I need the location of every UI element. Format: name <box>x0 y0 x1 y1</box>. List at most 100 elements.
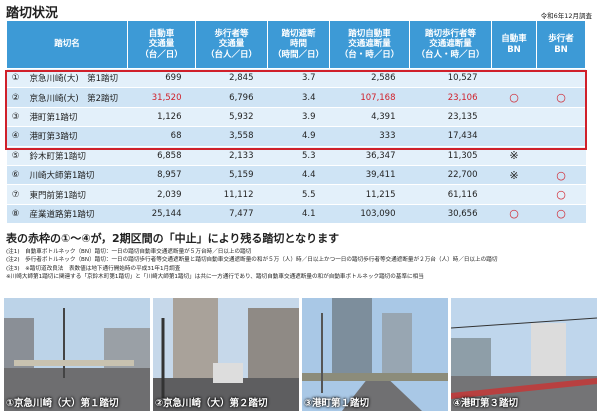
cell-value: 8,957 <box>127 165 196 186</box>
row-number: ③ <box>6 107 25 128</box>
cell-value: 7,477 <box>195 204 268 225</box>
cell-value: 68 <box>127 126 196 147</box>
photo: ④港町第３踏切 <box>451 298 597 411</box>
bn-cell: ※ <box>491 165 537 186</box>
row-number: ② <box>6 87 25 108</box>
column-header: 歩行者等 交通量 （台人／日） <box>195 20 268 69</box>
cell-value: 11,305 <box>409 146 492 166</box>
notes: (注1) 自動車ボトルネック（BN）踏切：一日の踏切自動車交通遮断量が５万台時／… <box>6 248 594 282</box>
title: 踏切状況 <box>6 6 59 21</box>
column-header: 踏切遮断 時間 （時間／日） <box>267 20 330 69</box>
row-number: ④ <box>6 126 25 147</box>
crossing-name: 港町第3踏切 <box>24 126 128 147</box>
photo-image <box>4 298 150 411</box>
cell-value: 10,527 <box>409 68 492 89</box>
cell-value: 107,168 <box>329 87 410 108</box>
cell-value: 61,116 <box>409 184 492 205</box>
cell-value: 23,106 <box>409 87 492 108</box>
survey-date: 令和6年12月調査 <box>540 12 592 20</box>
header-row: 踏切名 自動車 交通量 （台／日） 歩行者等 交通量 （台人／日） 踏切遮断 時間 （… <box>6 20 586 69</box>
crossing-name: 京急川崎(大) 第2踏切 <box>24 87 128 108</box>
photo: ①京急川崎（大）第１踏切 <box>4 298 150 411</box>
bn-cell <box>536 68 586 89</box>
cell-value: 1,126 <box>127 107 196 128</box>
bn-cell <box>491 68 537 89</box>
cell-value: 5.3 <box>267 146 330 166</box>
photo-caption: ④港町第３踏切 <box>453 398 519 409</box>
column-header: 自動車 交通量 （台／日） <box>127 20 196 69</box>
cell-value: 4.9 <box>267 126 330 147</box>
bn-cell <box>491 184 537 205</box>
heading: 表の赤枠の①～④が，2期区間の「中止」により残る踏切となります <box>6 232 340 245</box>
column-header: 踏切自動車 交通遮断量 （台・時／日） <box>329 20 410 69</box>
cell-value: 3.9 <box>267 107 330 128</box>
crossing-name: 鈴木町第1踏切 <box>24 146 128 166</box>
cell-value: 22,700 <box>409 165 492 186</box>
bn-cell <box>491 126 537 147</box>
bn-cell: ○ <box>536 165 586 186</box>
table-row: ② 京急川崎(大) 第2踏切 31,520 6,796 3.4 107,168 23,106… <box>6 87 586 108</box>
cell-value: 333 <box>329 126 410 147</box>
bn-cell: ○ <box>536 184 586 205</box>
bn-cell <box>491 107 537 128</box>
cell-value: 5.5 <box>267 184 330 205</box>
cell-value: 103,090 <box>329 204 410 225</box>
cell-value: 6,858 <box>127 146 196 166</box>
note: (注1) 自動車ボトルネック（BN）踏切：一日の踏切自動車交通遮断量が５万台時／… <box>6 249 252 255</box>
table-row: ⑥ 川崎大師第1踏切 8,957 5,159 4.4 39,411 22,700 ※ ○ <box>6 165 586 186</box>
bn-cell: ○ <box>536 87 586 108</box>
cell-value: 3.7 <box>267 68 330 89</box>
cell-value: 2,845 <box>195 68 268 89</box>
cell-value: 2,133 <box>195 146 268 166</box>
column-header: 自動車 BN <box>491 20 537 69</box>
bn-cell: ○ <box>491 204 537 225</box>
photo-image <box>153 298 299 411</box>
crossing-table: 踏切名 自動車 交通量 （台／日） 歩行者等 交通量 （台人／日） 踏切遮断 時間 （… <box>6 20 586 225</box>
red-frame <box>5 70 587 150</box>
table-row: ⑦ 東門前第1踏切 2,039 11,112 5.5 11,215 61,116 ○ <box>6 184 586 205</box>
row-number: ⑦ <box>6 184 25 205</box>
cell-value: 39,411 <box>329 165 410 186</box>
table-row: ⑧ 産業道路第1踏切 25,144 7,477 4.1 103,090 30,656 ○ ○ <box>6 204 586 225</box>
cell-value: 5,159 <box>195 165 268 186</box>
note: (注3) ※踏切道改良法 表数値は地下通行開始時の平成31年1月調査 <box>6 265 181 272</box>
cell-value: 23,135 <box>409 107 492 128</box>
row-number: ⑤ <box>6 146 25 166</box>
cell-value: 3,558 <box>195 126 268 147</box>
bn-cell <box>536 146 586 166</box>
cell-value: 30,656 <box>409 204 492 225</box>
bn-cell: ○ <box>536 204 586 225</box>
crossing-name: 京急川崎(大) 第1踏切 <box>24 68 128 89</box>
cell-value: 4.1 <box>267 204 330 225</box>
photo-caption: ②京急川崎（大）第２踏切 <box>155 398 268 409</box>
cell-value: 5,932 <box>195 107 268 128</box>
row-number: ⑥ <box>6 165 25 186</box>
cell-value: 17,434 <box>409 126 492 147</box>
cell-value: 2,039 <box>127 184 196 205</box>
bn-cell: ○ <box>491 87 537 108</box>
table-row: ④ 港町第3踏切 68 3,558 4.9 333 17,434 <box>6 126 586 147</box>
table-row: ③ 港町第1踏切 1,126 5,932 3.9 4,391 23,135 <box>6 107 586 128</box>
table-row: ⑤ 鈴木町第1踏切 6,858 2,133 5.3 36,347 11,305 ※ <box>6 146 586 166</box>
row-number: ① <box>6 68 25 89</box>
bn-cell <box>536 107 586 128</box>
cell-value: 25,144 <box>127 204 196 225</box>
bn-cell: ※ <box>491 146 537 166</box>
cell-value: 2,586 <box>329 68 410 89</box>
cell-value: 4.4 <box>267 165 330 186</box>
crossing-name: 川崎大師第1踏切 <box>24 165 128 186</box>
photo: ③港町第１踏切 <box>302 298 448 411</box>
column-header: 踏切名 <box>6 20 128 69</box>
bn-cell <box>536 126 586 147</box>
cell-value: 11,112 <box>195 184 268 205</box>
note: ※川崎大師第1踏切に関連する「京鈴木町第1踏切」と「川崎大師第1踏切」は共に一方… <box>6 274 424 281</box>
cell-value: 6,796 <box>195 87 268 108</box>
column-header: 歩行者 BN <box>536 20 586 69</box>
cell-value: 36,347 <box>329 146 410 166</box>
column-header: 踏切歩行者等 交通遮断量 （台人・時／日） <box>409 20 492 69</box>
photo-caption: ③港町第１踏切 <box>304 398 370 409</box>
cell-value: 3.4 <box>267 87 330 108</box>
photo-caption: ①京急川崎（大）第１踏切 <box>6 398 119 409</box>
cell-value: 31,520 <box>127 87 196 108</box>
